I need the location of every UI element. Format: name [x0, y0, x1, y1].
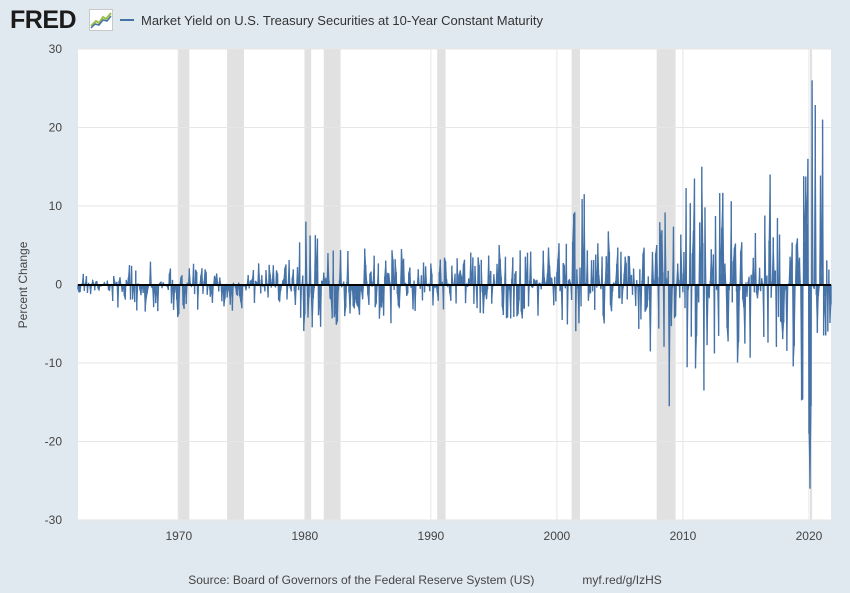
y-tick-label: 10 — [49, 199, 63, 213]
x-tick-label: 2010 — [670, 529, 697, 543]
y-tick-label: -10 — [45, 356, 63, 370]
footer: Source: Board of Governors of the Federa… — [0, 573, 850, 587]
legend-swatch — [120, 19, 134, 21]
x-tick-label: 2020 — [796, 529, 823, 543]
series-line — [77, 80, 832, 489]
chart-legend[interactable]: Market Yield on U.S. Treasury Securities… — [120, 10, 543, 30]
short-url-link[interactable]: myf.red/g/IzHS — [582, 573, 662, 587]
y-tick-label: 0 — [55, 278, 62, 292]
y-tick-label: 30 — [49, 42, 63, 56]
y-axis-ticks: 30 20 10 0 -10 -20 -30 — [45, 42, 63, 527]
y-tick-label: -30 — [45, 513, 63, 527]
x-tick-label: 1970 — [165, 529, 192, 543]
fred-sparkline-icon — [89, 9, 113, 31]
chart-header: FRED Market Yield on U.S. Treasury Secur… — [0, 0, 850, 40]
x-tick-label: 1990 — [418, 529, 445, 543]
x-tick-label: 1980 — [291, 529, 318, 543]
x-axis-ticks: 1970 1980 1990 2000 2010 2020 — [165, 529, 822, 543]
y-axis-label: Percent Change — [16, 241, 30, 328]
legend-label: Market Yield on U.S. Treasury Securities… — [141, 12, 543, 28]
y-tick-label: 20 — [49, 121, 63, 135]
x-tick-label: 2000 — [544, 529, 571, 543]
fred-logo[interactable]: FRED — [10, 6, 77, 34]
y-tick-label: -20 — [45, 435, 63, 449]
source-text: Source: Board of Governors of the Federa… — [188, 573, 535, 587]
